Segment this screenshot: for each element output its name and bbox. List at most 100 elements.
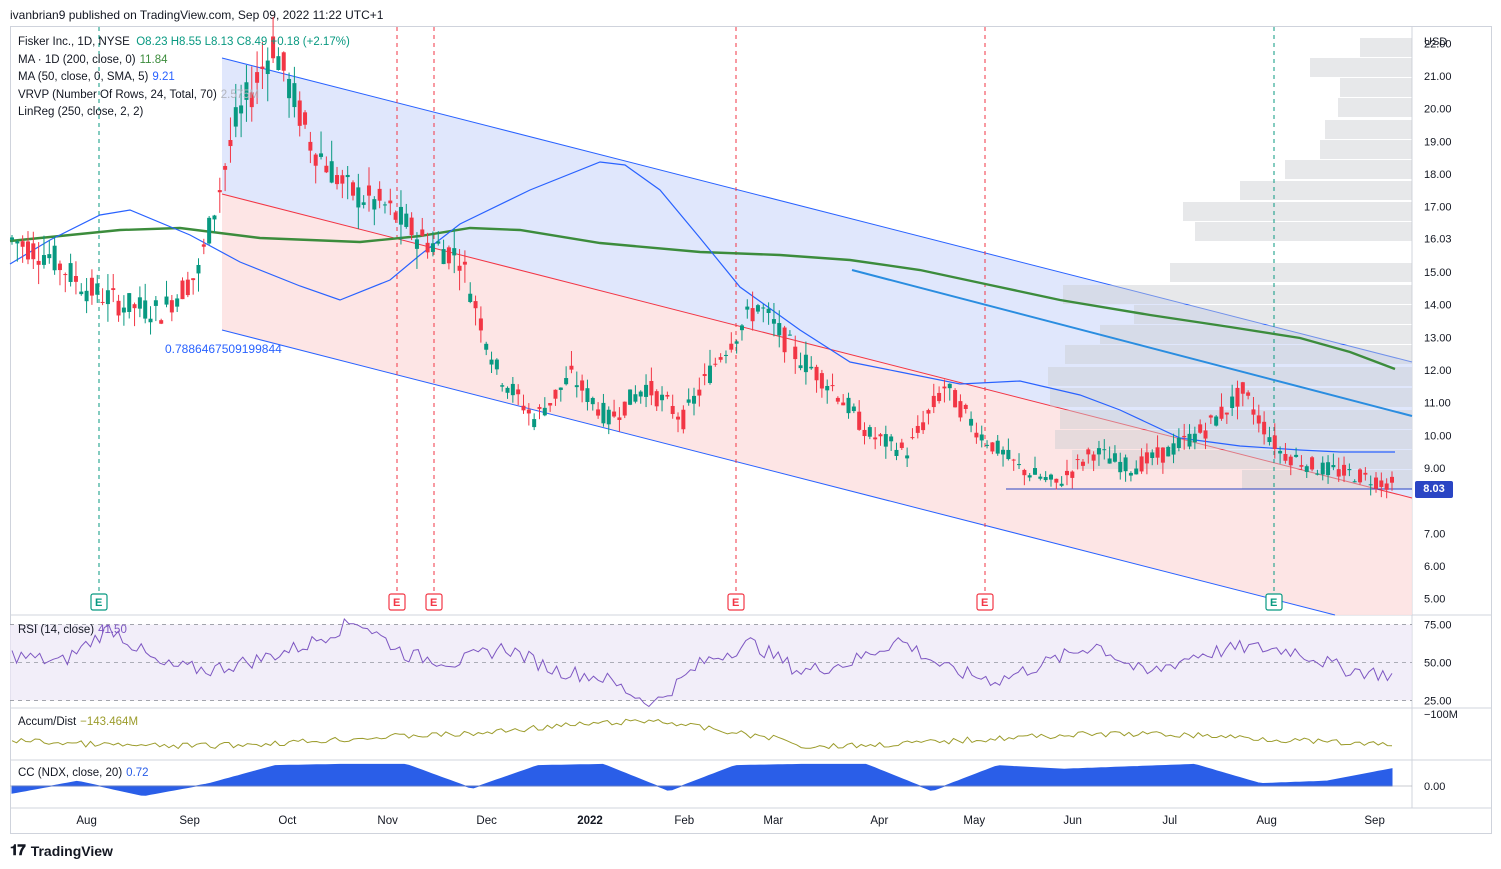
candle-body (105, 290, 110, 305)
volume-profile-bar (1340, 78, 1412, 97)
candle-body (1107, 458, 1112, 464)
candle-body (1235, 387, 1240, 407)
candle-body (665, 394, 670, 397)
price-axis-tick: 13.00 (1424, 332, 1452, 344)
candle-body (1299, 465, 1304, 467)
candle-body (537, 407, 542, 409)
candle-body (974, 432, 979, 438)
candle-body (351, 182, 356, 196)
candle-body (937, 392, 942, 402)
earnings-marker-icon (727, 593, 745, 611)
candle-body (873, 437, 878, 440)
candle-body (201, 244, 206, 247)
candle-body (542, 407, 547, 416)
candle-body (36, 260, 41, 265)
candle-body (809, 366, 814, 369)
candle-body (446, 247, 451, 264)
candle-body (1198, 424, 1203, 433)
candle-body (430, 243, 435, 252)
earnings-marker-label: E (1270, 597, 1277, 609)
candle-body (143, 300, 148, 319)
candle-body (846, 397, 851, 414)
candle-body (366, 185, 371, 196)
candle-body (388, 200, 393, 204)
rsi-axis-tick: 75.00 (1424, 620, 1452, 632)
linreg-label[interactable]: LinReg (250, close, 2, 2) (18, 106, 144, 118)
cc-axis-tick: 0.00 (1424, 781, 1445, 793)
candle-body (894, 449, 899, 456)
candle-body (1080, 461, 1085, 466)
candle-body (777, 323, 782, 336)
candle-body (297, 100, 302, 126)
candle-body (404, 213, 409, 227)
candle-body (590, 397, 595, 405)
candle-body (633, 394, 638, 402)
candle-body (340, 175, 345, 184)
time-axis-label: Sep (1364, 815, 1384, 827)
ad-legend: Accum/Dist −143.464M (18, 716, 138, 728)
chart-frame (10, 26, 1492, 834)
candle-body (398, 206, 403, 225)
candle-body (942, 386, 947, 389)
candle-body (771, 319, 776, 324)
candle-body (95, 283, 100, 295)
candle-body (1251, 409, 1256, 415)
candle-body (111, 288, 116, 291)
candle-body (1027, 475, 1032, 478)
candle-body (462, 261, 467, 265)
candle-body (329, 161, 334, 183)
ma50-label[interactable]: MA (50, close, 0, SMA, 5) (18, 71, 149, 83)
candle-body (1368, 484, 1373, 486)
chart-legend: Fisker Inc., 1D, NYSE O8.23 H8.55 L8.13 … (18, 34, 350, 122)
candle-body (910, 437, 915, 439)
candle-body (532, 419, 537, 428)
cc-label[interactable]: CC (NDX, close, 20) (18, 767, 123, 779)
candle-body (681, 409, 686, 430)
candle-body (793, 346, 798, 360)
candle-body (1379, 480, 1384, 487)
candle-body (1096, 448, 1101, 455)
time-axis-label: Mar (763, 815, 783, 827)
channel-upper-fill (222, 58, 1412, 498)
candle-body (723, 354, 728, 356)
candle-body (1326, 462, 1331, 476)
candle-body (1262, 421, 1267, 435)
rsi-label[interactable]: RSI (14, close) (18, 624, 95, 636)
candle-body (692, 395, 697, 404)
candle-body (596, 409, 601, 416)
volume-profile-bar (1242, 470, 1412, 489)
candle-body (1176, 437, 1181, 448)
candle-body (883, 434, 888, 447)
price-axis-tick: 20.00 (1424, 104, 1452, 116)
candle-body (79, 291, 84, 295)
candle-body (468, 293, 473, 302)
candle-body (175, 298, 180, 307)
candle-body (169, 300, 174, 313)
candle-body (803, 354, 808, 373)
symbol-label[interactable]: Fisker Inc., 1D, NYSE (18, 36, 130, 48)
candle-body (1043, 477, 1048, 481)
vrvp-label[interactable]: VRVP (Number Of Rows, 24, Total, 70) (18, 88, 217, 101)
volume-profile-bar (1060, 410, 1412, 429)
ad-axis-tick: −100M (1424, 709, 1458, 721)
cc-area (11, 763, 1393, 796)
ma200-value: 11.84 (139, 53, 168, 66)
ma50-line (9, 161, 1395, 453)
candle-body (217, 190, 222, 193)
candle-body (1331, 465, 1336, 468)
ma200-label[interactable]: MA · 1D (200, close, 0) (18, 53, 136, 66)
candle-body (670, 405, 675, 414)
candle-body (654, 391, 659, 407)
candle-body (478, 318, 483, 331)
candle-body (505, 387, 510, 393)
ad-label[interactable]: Accum/Dist (18, 716, 77, 728)
rsi-axis-tick: 50.00 (1424, 658, 1452, 670)
candle-body (265, 60, 270, 75)
candle-body (1224, 412, 1229, 415)
channel-upper-line (221, 57, 1413, 363)
candle-body (649, 380, 654, 396)
candle-body (867, 427, 872, 437)
candle-body (116, 300, 121, 316)
candle-body (1315, 473, 1320, 475)
